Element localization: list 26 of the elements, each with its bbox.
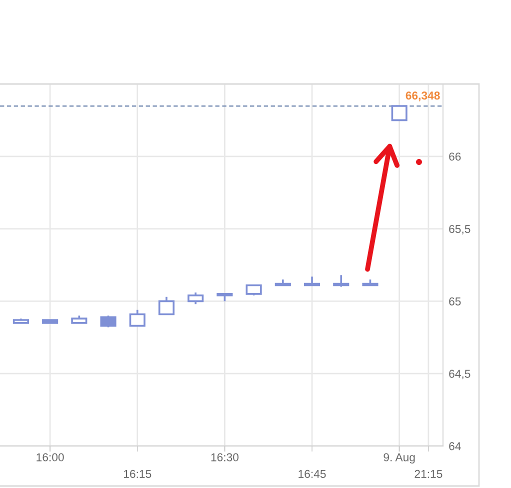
y-tick-label: 66	[449, 152, 461, 161]
x-tick-label: 16:45	[298, 470, 326, 478]
candlestick	[158, 296, 175, 316]
y-tick-label: 64,5	[449, 370, 470, 380]
candlestick	[362, 278, 378, 286]
candlestick	[304, 276, 320, 286]
candlestick	[71, 314, 88, 324]
y-tick-label: 65	[449, 297, 461, 306]
candlestick	[246, 284, 262, 296]
x-tick-label: 9. Aug	[384, 453, 415, 464]
y-tick-label: 65,5	[449, 224, 470, 234]
candlestick	[129, 308, 146, 327]
ref-line-label: 66,348	[406, 92, 440, 102]
candlestick	[100, 314, 116, 328]
x-tick-label: 16:15	[124, 470, 152, 478]
x-tick-label: 16:00	[36, 453, 64, 462]
x-tick-label: 16:30	[211, 453, 239, 462]
candlestick	[391, 105, 408, 122]
x-tick-label: 21:15	[414, 470, 442, 478]
candlestick	[274, 278, 291, 286]
y-tick-label: 64	[449, 442, 461, 450]
candlestick	[188, 292, 204, 305]
candlestick	[12, 318, 29, 324]
candlestick	[216, 293, 233, 302]
candlestick	[42, 319, 58, 324]
candlestick	[333, 274, 350, 288]
